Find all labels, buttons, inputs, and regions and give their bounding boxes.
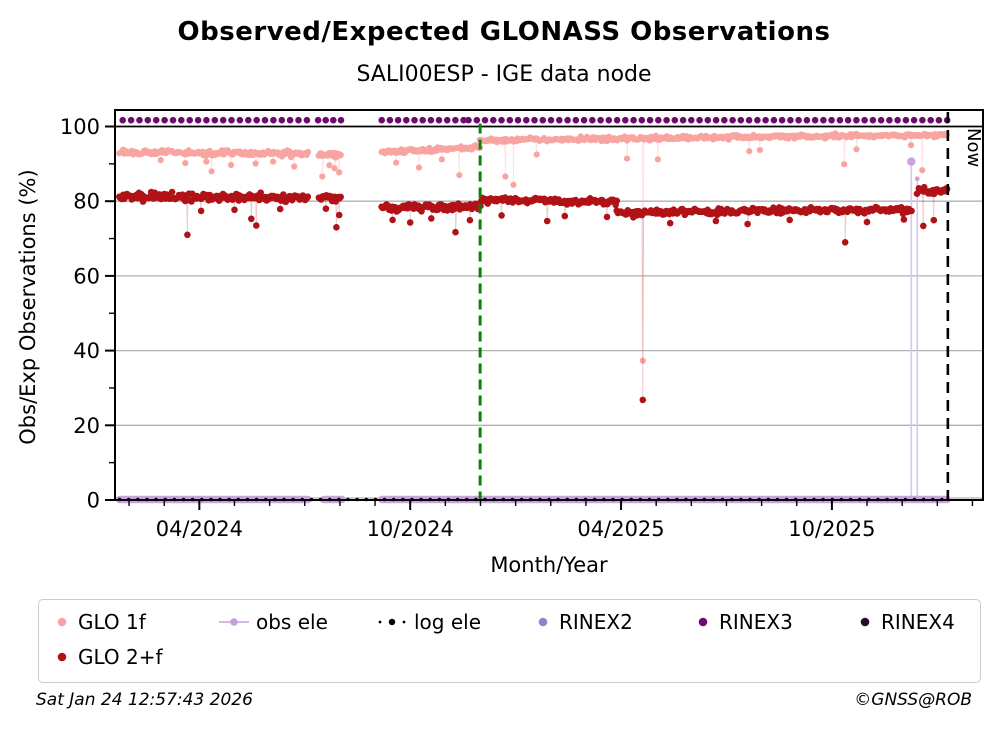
svg-text:04/2024: 04/2024	[156, 517, 243, 541]
log-ele-marker-icon	[378, 618, 406, 626]
rinex3-marker-icon	[698, 617, 708, 627]
legend-label-rinex4: RINEX4	[881, 610, 955, 634]
now-line-label: Now	[963, 128, 984, 167]
svg-text:100: 100	[60, 115, 100, 139]
legend-box: GLO 1f obs ele log ele RINEX2 RINEX3 RINEX4 GL…	[38, 599, 981, 683]
glo-2f-marker-icon	[57, 652, 67, 662]
y-axis-ticks: 0 20 40 60 80 100	[60, 115, 115, 513]
plot-frame	[114, 109, 984, 501]
legend-item-glo-2f: GLO 2+f	[53, 645, 163, 669]
legend-item-rinex3: RINEX3	[694, 610, 793, 634]
legend-item-rinex4: RINEX4	[856, 610, 955, 634]
x-axis-ticks: 04/2024 10/2024 04/2025 10/2025	[128, 500, 974, 541]
legend-label-rinex2: RINEX2	[559, 610, 633, 634]
rinex2-marker-icon	[538, 617, 548, 627]
rinex4-marker-icon	[860, 617, 870, 627]
y-axis-label: Obs/Exp Observations (%)	[16, 169, 40, 445]
rinex3-series	[119, 116, 951, 124]
legend-label-glo-1f: GLO 1f	[78, 610, 146, 634]
legend-label-log-ele: log ele	[414, 610, 482, 634]
svg-text:0: 0	[87, 489, 100, 513]
svg-text:40: 40	[73, 339, 100, 363]
svg-text:20: 20	[73, 414, 100, 438]
glo1f-series	[116, 130, 950, 364]
svg-text:10/2024: 10/2024	[367, 517, 454, 541]
obs-ele-marker-icon	[219, 618, 249, 626]
glo2f-series	[116, 183, 951, 404]
legend-item-obs-ele: obs ele	[219, 610, 328, 634]
gridlines	[115, 200, 983, 499]
legend-label-glo-2f: GLO 2+f	[78, 645, 163, 669]
chart-subtitle: SALI00ESP - IGE data node	[356, 62, 652, 87]
svg-text:60: 60	[73, 264, 100, 288]
svg-text:10/2025: 10/2025	[788, 517, 875, 541]
legend-item-glo-1f: GLO 1f	[53, 610, 146, 634]
x-axis-label: Month/Year	[490, 553, 608, 577]
legend-label-obs-ele: obs ele	[256, 610, 328, 634]
copyright: ©GNSS@ROB	[854, 690, 972, 710]
svg-text:80: 80	[73, 190, 100, 214]
glo-1f-marker-icon	[57, 617, 67, 627]
chart-title: Observed/Expected GLONASS Observations	[177, 17, 831, 47]
legend-item-log-ele: log ele	[377, 610, 481, 634]
legend-item-rinex2: RINEX2	[534, 610, 633, 634]
observations-scatter-chart: Now 04/2024 10/2024 04/2025 10/2025 0 20 40 60 80…	[60, 109, 984, 541]
svg-text:04/2025: 04/2025	[577, 517, 664, 541]
legend-label-rinex3: RINEX3	[719, 610, 793, 634]
timestamp: Sat Jan 24 12:57:43 2026	[36, 690, 253, 710]
